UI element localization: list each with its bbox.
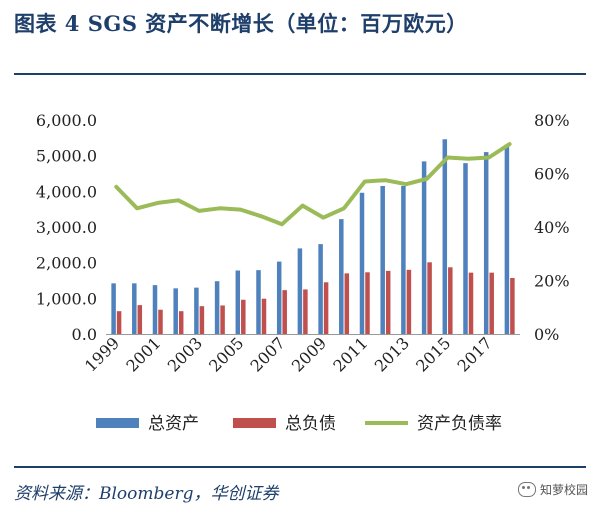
bar-total-assets [318, 244, 323, 334]
bar-total-liabilities [116, 311, 122, 334]
bar-total-assets [359, 192, 365, 334]
y-right-tick-label: 40% [534, 218, 570, 237]
bar-total-assets [463, 163, 468, 334]
bar-total-assets [132, 283, 137, 334]
x-tick-label: 2009 [288, 333, 330, 375]
x-tick-label: 2011 [329, 333, 371, 375]
legend: 总资产 总负债 资产负债率 [96, 414, 502, 434]
watermark: 知萝校园 [517, 481, 588, 498]
bar-total-liabilities [261, 298, 267, 334]
bar-total-assets [442, 139, 448, 334]
x-tick-label: 2017 [454, 333, 496, 375]
x-tick-label: 2003 [164, 333, 206, 375]
bar-total-liabilities [448, 267, 453, 334]
bar-total-liabilities [241, 299, 246, 334]
y-right-tick-label: 0% [534, 325, 559, 344]
bar-total-liabilities [427, 262, 432, 334]
bar-total-liabilities [510, 278, 515, 334]
y-left-tick-label: 2,000.0 [36, 254, 97, 273]
bar-total-liabilities [365, 272, 370, 334]
bar-total-assets [256, 270, 261, 334]
legend-total-liabilities: 总负债 [233, 414, 336, 434]
title-divider [14, 73, 586, 75]
legend-debt-ratio: 资产负债率 [365, 414, 502, 434]
bar-total-assets [483, 152, 489, 334]
x-tick-label: 2013 [371, 333, 413, 375]
y-right-tick-label: 60% [534, 165, 570, 184]
y-left-tick-label: 6,000.0 [36, 111, 97, 130]
bar-total-liabilities [406, 269, 412, 334]
bar-total-assets [152, 285, 158, 334]
bar-total-liabilities [385, 270, 391, 334]
y-left-tick-label: 0.0 [72, 325, 97, 344]
y-left-tick-label: 4,000.0 [36, 182, 97, 201]
x-tick-label: 2005 [205, 333, 247, 375]
bar-total-liabilities [489, 272, 494, 334]
footer-divider [14, 466, 586, 468]
bar-total-assets [297, 248, 303, 334]
bar-total-liabilities [468, 272, 474, 334]
chart: 0.0 1,000.0 2,000.0 3,000.0 4,000.0 5,000.0 6,… [36, 111, 570, 434]
legend-label: 总负债 [285, 414, 336, 434]
legend-swatch [233, 418, 276, 428]
x-tick-label: 2007 [247, 333, 289, 375]
legend-label: 资产负债率 [417, 414, 502, 434]
legend-label: 总资产 [148, 414, 199, 434]
bar-total-assets [111, 283, 116, 334]
bar-total-assets [173, 288, 178, 334]
y-left-tick-label: 3,000.0 [36, 218, 97, 237]
wechat-icon [517, 482, 536, 497]
bar-total-liabilities [199, 306, 205, 334]
bar-total-liabilities [344, 273, 350, 334]
bar-total-liabilities [303, 289, 308, 334]
bar-total-assets [194, 287, 199, 334]
bar-total-liabilities [178, 311, 184, 334]
chart-title: 图表 4 SGS 资产不断增长（单位：百万欧元） [14, 11, 468, 36]
series-total-liabilities [116, 262, 515, 334]
bar-total-assets [276, 261, 282, 334]
x-tick-label: 2001 [122, 333, 164, 375]
line-debt-ratio [114, 142, 512, 227]
left-axis: 0.0 1,000.0 2,000.0 3,000.0 4,000.0 5,000.0 6,… [36, 111, 97, 344]
bar-total-assets [380, 185, 385, 334]
y-right-tick-label: 80% [534, 111, 570, 130]
right-axis: 0% 20% 40% 60% 80% [534, 111, 570, 344]
bar-total-liabilities [323, 282, 329, 334]
bar-total-liabilities [282, 290, 287, 334]
y-left-tick-label: 5,000.0 [36, 147, 97, 166]
bar-total-assets [339, 219, 344, 334]
y-left-tick-label: 1,000.0 [36, 289, 97, 308]
x-axis: 1999 2001 2003 2005 2007 2009 2011 2013 2015 2017 [81, 333, 520, 376]
source-note: 资料来源：Bloomberg，华创证券 [14, 484, 279, 504]
series-debt-ratio [114, 142, 512, 227]
legend-swatch [96, 418, 139, 428]
bar-total-liabilities [158, 309, 163, 334]
bar-total-liabilities [137, 305, 143, 334]
bar-total-assets [504, 144, 510, 334]
x-tick-label: 2015 [412, 333, 454, 375]
bar-total-liabilities [220, 305, 225, 334]
watermark-text: 知萝校园 [539, 483, 588, 497]
series-total-assets [111, 139, 510, 334]
bar-total-assets [214, 281, 220, 334]
bar-total-assets [401, 185, 406, 334]
legend-total-assets: 总资产 [96, 414, 199, 434]
bar-total-assets [421, 161, 427, 334]
y-right-tick-label: 20% [534, 272, 570, 291]
bar-total-assets [235, 270, 241, 334]
